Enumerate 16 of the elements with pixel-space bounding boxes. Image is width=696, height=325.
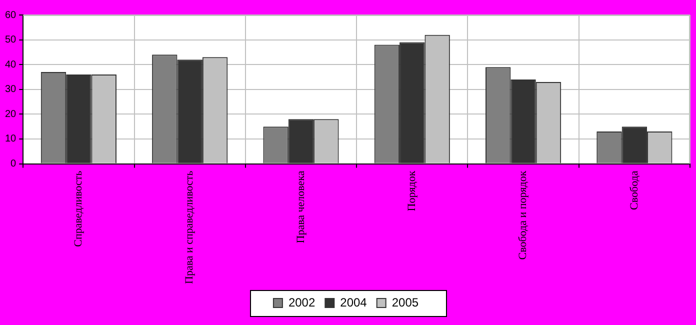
x-tick-label: Свобода и порядок (517, 170, 530, 260)
x-tick-label: Права человека (294, 170, 307, 244)
legend-label: 2005 (392, 295, 419, 310)
y-tick-label: 0 (10, 158, 17, 170)
x-tick-label: Свобода (628, 170, 640, 210)
y-tick-label: 10 (5, 134, 17, 145)
y-tick-label: 30 (5, 84, 17, 96)
y-tick-label: 20 (5, 108, 17, 120)
y-tick-label: 50 (5, 34, 17, 46)
y-tick-label: 40 (5, 59, 17, 70)
x-tick-label: Справедливость (72, 170, 85, 247)
legend-label: 2004 (340, 295, 368, 310)
x-tick-label: Права и справедливость (184, 170, 196, 284)
x-tick-label: Порядок (406, 170, 418, 212)
legend-label: 2002 (288, 295, 316, 310)
y-tick-label: 60 (5, 10, 17, 21)
